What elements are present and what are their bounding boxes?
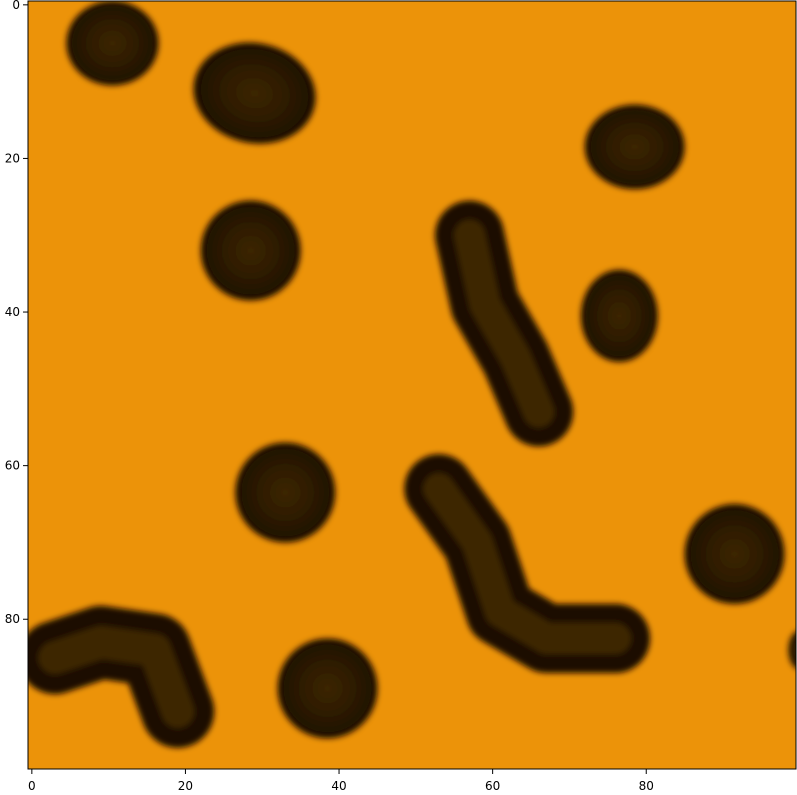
blob-bottom-center (277, 638, 378, 739)
blob-layer (66, 1, 796, 739)
worm-layer (28, 200, 651, 748)
x-axis: 0 20 40 60 80 (28, 769, 654, 793)
blob-right-lower (684, 504, 785, 604)
blob-right-edge (788, 631, 796, 669)
x-tick-label: 20 (178, 779, 193, 793)
x-tick-label: 40 (331, 779, 346, 793)
blob-top-left (66, 1, 159, 86)
x-tick-label: 80 (639, 779, 654, 793)
blob-center (235, 442, 336, 543)
x-tick-label: 60 (485, 779, 500, 793)
worm-upper-middle-core (454, 219, 555, 428)
y-tick-label: 40 (5, 305, 20, 319)
blob-left-mid (200, 200, 301, 301)
y-tick-label: 80 (5, 612, 20, 626)
y-axis: 0 20 40 60 80 (5, 0, 28, 626)
y-tick-label: 20 (5, 151, 20, 165)
worm-lower-middle-core (423, 473, 632, 654)
worm-bottom-left-core (38, 625, 195, 728)
y-tick-label: 60 (5, 459, 20, 473)
blob-right-upper (584, 104, 685, 190)
x-tick-label: 0 (28, 779, 36, 793)
blob-right-mid (580, 269, 658, 362)
y-tick-label: 0 (12, 0, 20, 12)
plot-frame (27, 0, 797, 770)
blob-top-oval (193, 42, 316, 144)
